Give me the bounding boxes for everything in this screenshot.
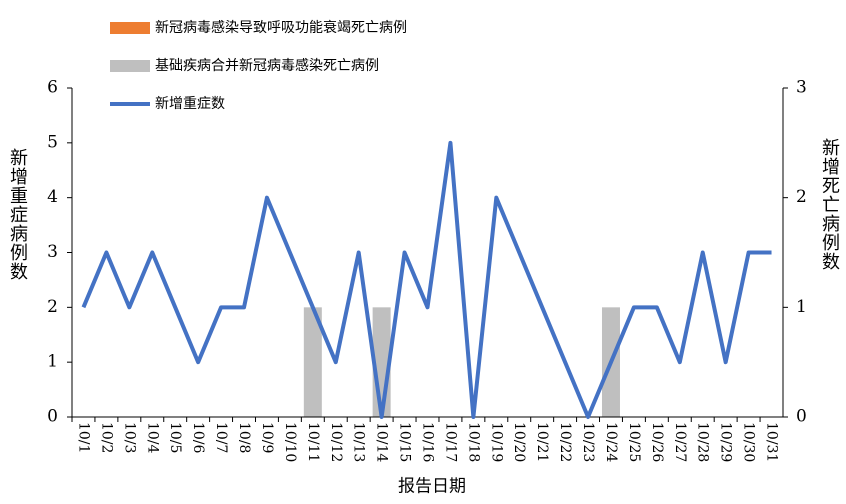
x-tick-label: 10/24 [603,422,619,462]
x-tick-label: 10/21 [534,422,550,462]
legend-label: 新增重症数 [155,96,225,112]
x-tick-label: 10/17 [442,422,458,462]
y-tick-label: 5 [47,132,58,152]
x-tick-label: 10/3 [121,422,137,453]
y2-tick-label: 1 [796,297,807,317]
x-axis-title: 报告日期 [398,477,466,497]
x-tick-label: 10/6 [190,422,206,454]
x-tick-label: 10/13 [351,422,367,462]
legend-swatch [110,60,150,72]
x-tick-label: 10/19 [488,422,504,462]
x-tick-label: 10/5 [167,422,183,453]
bar [303,307,322,417]
x-tick-label: 10/18 [465,422,481,462]
y2-axis-title: 新增死亡病例数 [819,138,840,271]
x-tick-label: 10/10 [282,422,298,462]
y-tick-label: 3 [47,242,58,262]
x-tick-label: 10/1 [75,422,91,453]
y2-tick-label: 2 [796,187,807,207]
y-tick-label: 4 [47,187,58,207]
x-tick-label: 10/15 [397,422,413,462]
x-tick-label: 10/4 [144,422,160,454]
x-tick-label: 10/30 [741,422,757,462]
x-tick-label: 10/16 [420,422,436,462]
x-tick-label: 10/8 [236,422,252,453]
x-tick-label: 10/28 [695,422,711,462]
x-tick-label: 10/26 [649,422,665,462]
y-tick-label: 1 [47,352,58,372]
x-tick-label: 10/31 [764,422,780,462]
legend-label: 基础疾病合并新冠病毒感染死亡病例 [155,57,379,74]
x-tick-label: 10/7 [213,422,229,453]
x-tick-label: 10/12 [328,422,344,462]
y2-tick-label: 0 [796,407,807,427]
legend-swatch [110,22,150,34]
x-tick-label: 10/25 [626,422,642,462]
x-tick-label: 10/22 [557,422,573,462]
y-tick-label: 6 [47,78,58,98]
y2-tick-label: 3 [796,78,807,98]
y-tick-label: 0 [47,407,58,427]
x-tick-label: 10/9 [259,422,275,453]
x-tick-label: 10/2 [98,422,114,453]
line [81,140,772,419]
x-tick-label: 10/20 [511,422,527,462]
legend-label: 新冠病毒感染导致呼吸功能衰竭死亡病例 [155,19,407,36]
x-tick-label: 10/14 [374,422,390,462]
x-tick-label: 10/27 [672,422,688,462]
x-tick-label: 10/11 [305,422,321,462]
x-tick-label: 10/29 [718,422,734,462]
x-tick-label: 10/23 [580,422,596,462]
y-tick-label: 2 [47,297,58,317]
y-axis-title: 新增重症病例数 [7,148,28,281]
